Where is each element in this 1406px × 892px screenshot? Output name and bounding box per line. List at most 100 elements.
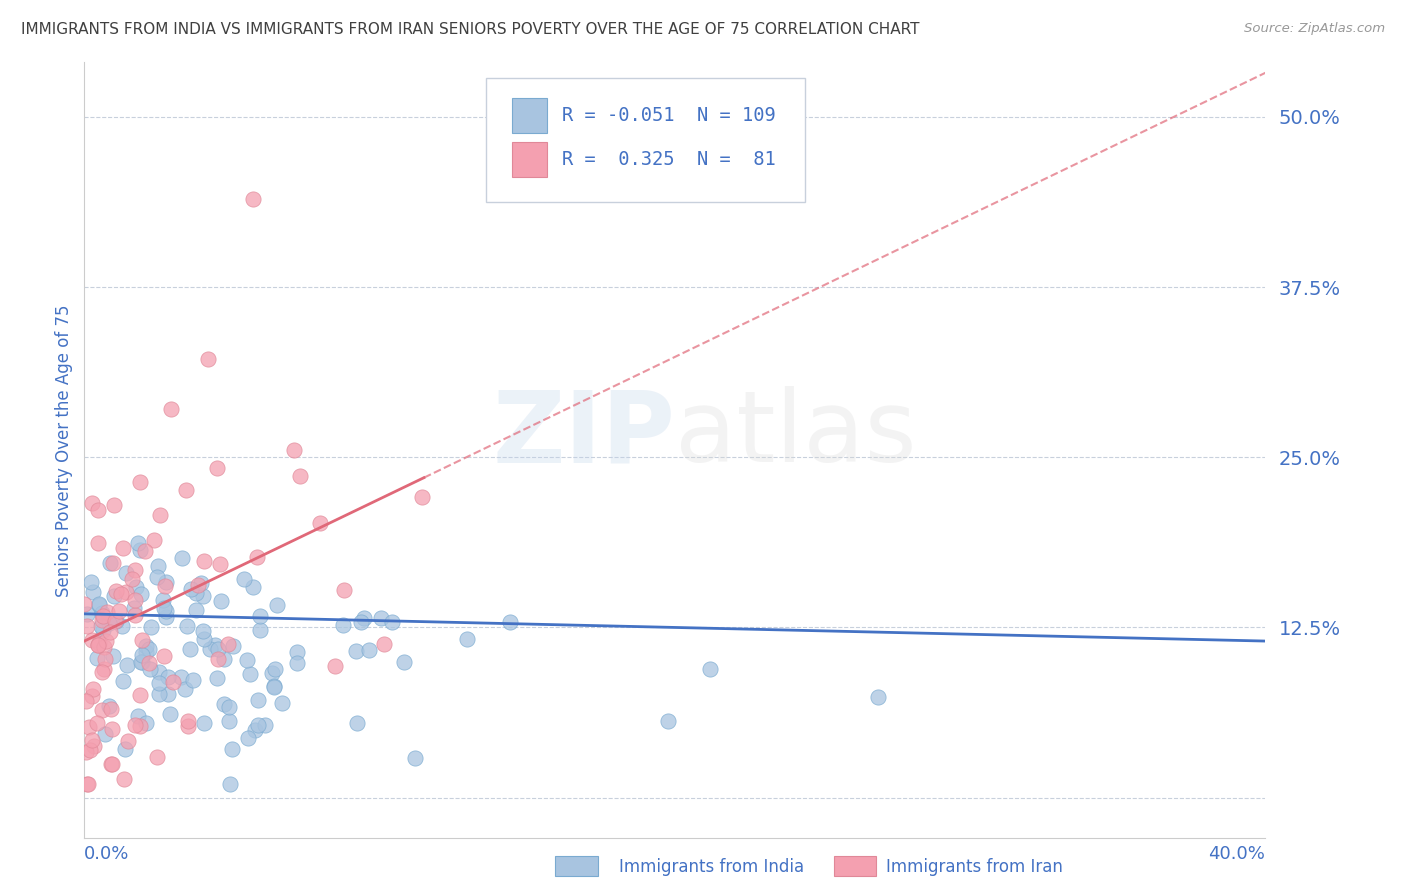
Point (155, 575, 177, 590)
Point (260, 665, 283, 680)
Point (155, 604, 177, 618)
Point (222, 640, 245, 654)
Point (96, 634, 118, 648)
Point (193, 624, 215, 639)
Point (170, 550, 193, 565)
Point (174, 483, 197, 497)
Point (699, 662, 721, 676)
Point (309, 516, 332, 530)
Point (139, 620, 162, 634)
Point (103, 589, 125, 603)
Point (124, 607, 146, 622)
Text: R =  0.325  N =  81: R = 0.325 N = 81 (561, 150, 775, 169)
Point (207, 652, 229, 666)
Point (148, 665, 170, 680)
Point (86, 503, 108, 517)
Point (392, 656, 415, 670)
Point (346, 644, 368, 658)
Point (373, 637, 395, 651)
Point (152, 592, 174, 607)
Point (128, 542, 150, 557)
Point (129, 655, 152, 669)
Text: Immigrants from India: Immigrants from India (619, 858, 804, 876)
Point (198, 642, 221, 657)
Point (82, 733, 104, 747)
Point (866, 690, 889, 705)
Point (115, 584, 138, 599)
Point (159, 707, 181, 722)
Point (124, 718, 146, 732)
Point (370, 611, 392, 625)
Point (212, 651, 235, 665)
Point (138, 656, 160, 670)
Point (350, 615, 373, 629)
Point (90, 613, 112, 627)
Point (153, 600, 176, 615)
Point (323, 658, 346, 673)
Point (239, 666, 262, 681)
Point (76, 619, 98, 633)
Point (127, 709, 149, 723)
Point (657, 714, 679, 729)
Point (134, 544, 156, 558)
Point (186, 586, 208, 600)
Point (218, 714, 240, 728)
Point (93, 640, 115, 655)
FancyBboxPatch shape (555, 856, 598, 876)
Point (105, 614, 128, 628)
Point (160, 401, 183, 416)
Point (100, 723, 122, 737)
Point (181, 673, 204, 688)
Point (108, 604, 131, 618)
Text: IMMIGRANTS FROM INDIA VS IMMIGRANTS FROM IRAN SENIORS POVERTY OVER THE AGE OF 75: IMMIGRANTS FROM INDIA VS IMMIGRANTS FROM… (21, 22, 920, 37)
Point (91, 606, 114, 620)
Point (86, 651, 108, 665)
Point (176, 618, 198, 632)
Point (221, 742, 243, 756)
Point (456, 632, 478, 647)
Point (80, 575, 103, 590)
Point (209, 557, 232, 571)
Point (209, 594, 232, 608)
Point (90, 619, 112, 633)
Point (100, 702, 122, 716)
Point (177, 718, 200, 732)
Point (80, 496, 103, 510)
Point (131, 632, 153, 647)
Point (86, 715, 108, 730)
Point (155, 610, 177, 624)
Point (110, 587, 132, 601)
Point (249, 623, 271, 637)
Point (112, 772, 135, 786)
Point (121, 572, 143, 586)
Point (100, 757, 122, 772)
Point (103, 498, 125, 512)
Point (91, 703, 114, 717)
Point (127, 536, 149, 550)
Point (187, 577, 209, 591)
FancyBboxPatch shape (834, 856, 876, 876)
Point (233, 572, 256, 586)
Point (80, 690, 103, 704)
Point (146, 750, 169, 764)
Point (96, 606, 118, 620)
Point (249, 609, 271, 624)
Point (131, 648, 153, 662)
Text: 0.0%: 0.0% (84, 846, 129, 863)
Point (243, 723, 266, 737)
Point (186, 603, 208, 617)
Point (135, 716, 157, 731)
Point (105, 584, 128, 599)
Point (285, 657, 308, 671)
Point (97, 699, 120, 714)
Point (114, 566, 136, 580)
Point (146, 559, 169, 574)
Point (87, 535, 110, 549)
FancyBboxPatch shape (486, 78, 804, 202)
Point (253, 717, 276, 731)
Point (404, 750, 426, 764)
Point (83, 739, 105, 753)
Point (179, 641, 201, 656)
Point (177, 714, 200, 728)
FancyBboxPatch shape (512, 98, 547, 133)
